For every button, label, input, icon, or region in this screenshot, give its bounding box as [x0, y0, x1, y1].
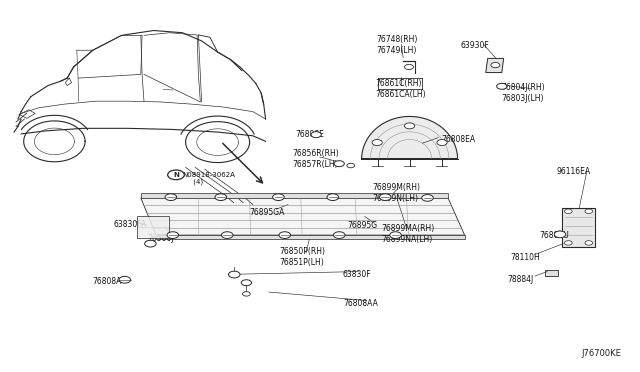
Polygon shape [156, 235, 465, 239]
Circle shape [585, 241, 593, 245]
Text: 76899M(RH)
76899N(LH): 76899M(RH) 76899N(LH) [372, 183, 420, 203]
Circle shape [279, 232, 291, 238]
Text: 76899MA(RH)
76899NA(LH): 76899MA(RH) 76899NA(LH) [381, 224, 435, 244]
Text: 76804J(RH)
76803J(LH): 76804J(RH) 76803J(LH) [502, 83, 545, 103]
Text: 78110H: 78110H [510, 253, 540, 262]
Text: 76804U: 76804U [540, 231, 569, 240]
Polygon shape [362, 116, 458, 159]
Circle shape [347, 163, 355, 168]
Text: J76700KE: J76700KE [581, 349, 621, 358]
Polygon shape [141, 193, 448, 198]
Text: 96116EA: 96116EA [557, 167, 591, 176]
Circle shape [564, 209, 572, 214]
Text: 76861C(RH)
76861CA(LH): 76861C(RH) 76861CA(LH) [376, 79, 426, 99]
Text: 76895G: 76895G [348, 221, 378, 230]
Text: 76808AA: 76808AA [344, 299, 378, 308]
Circle shape [311, 132, 321, 138]
Circle shape [168, 170, 184, 180]
Text: 76856R(RH)
76857R(LH): 76856R(RH) 76857R(LH) [292, 149, 339, 169]
Circle shape [327, 194, 339, 201]
Circle shape [215, 194, 227, 201]
Circle shape [221, 232, 233, 238]
Polygon shape [137, 216, 169, 238]
Circle shape [497, 83, 507, 89]
Circle shape [119, 276, 131, 283]
Circle shape [380, 194, 391, 201]
Circle shape [273, 194, 284, 201]
Circle shape [333, 232, 345, 238]
Text: 63830FA: 63830FA [114, 220, 147, 229]
Text: 76808EA: 76808EA [441, 135, 475, 144]
Circle shape [491, 62, 500, 68]
Text: 76808A: 76808A [93, 277, 122, 286]
Text: N08918-3062A
     (4): N08918-3062A (4) [182, 172, 236, 185]
Circle shape [422, 195, 433, 201]
Polygon shape [545, 270, 558, 276]
Circle shape [228, 271, 240, 278]
Text: 76808E: 76808E [296, 130, 324, 139]
Circle shape [585, 209, 593, 214]
Polygon shape [141, 198, 465, 235]
Text: 63830F: 63830F [342, 270, 371, 279]
Circle shape [564, 241, 572, 245]
Circle shape [372, 140, 382, 145]
Text: 76500J: 76500J [147, 234, 174, 243]
Circle shape [404, 123, 415, 129]
Circle shape [554, 231, 566, 238]
Circle shape [241, 280, 252, 286]
Circle shape [167, 232, 179, 238]
Polygon shape [562, 208, 595, 247]
Text: 78884J: 78884J [508, 275, 534, 284]
Circle shape [165, 194, 177, 201]
Circle shape [243, 292, 250, 296]
Text: N: N [173, 172, 179, 178]
Text: 63930F: 63930F [461, 41, 490, 50]
Polygon shape [486, 58, 504, 73]
Text: 76748(RH)
76749(LH): 76748(RH) 76749(LH) [376, 35, 418, 55]
Circle shape [334, 161, 344, 167]
Circle shape [390, 232, 401, 238]
Circle shape [404, 64, 413, 70]
Text: 76850P(RH)
76851P(LH): 76850P(RH) 76851P(LH) [279, 247, 325, 267]
Circle shape [437, 140, 447, 145]
Text: 76895GA: 76895GA [250, 208, 285, 217]
Circle shape [145, 240, 156, 247]
